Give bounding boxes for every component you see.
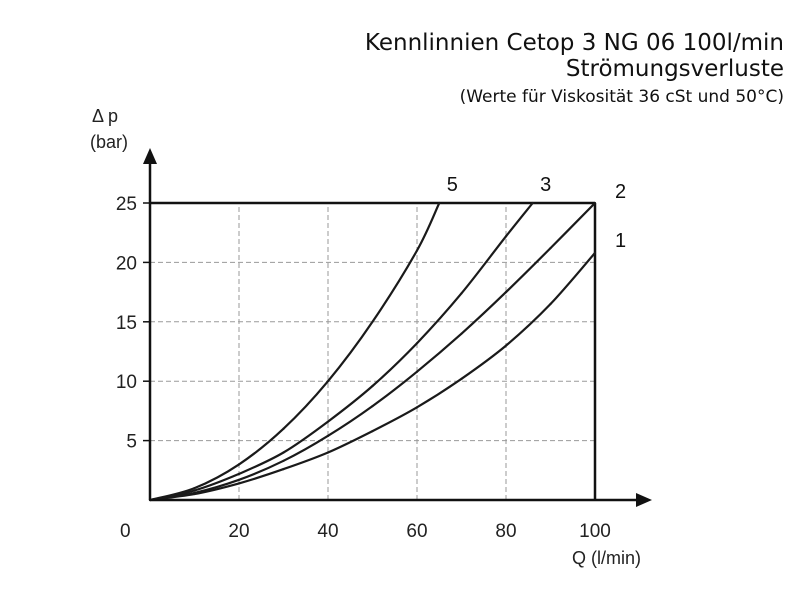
curve-5-point-4 bbox=[326, 380, 330, 383]
curve-3 bbox=[149, 202, 534, 502]
curve-1-point-3 bbox=[282, 468, 285, 471]
x-tick-label-80: 80 bbox=[495, 521, 516, 542]
chart-title-block: Kennlinnien Cetop 3 NG 06 100l/min Ström… bbox=[365, 30, 784, 110]
curve-label-2: 2 bbox=[615, 181, 626, 203]
curve-1-point-4 bbox=[326, 451, 330, 454]
curve-3-point-8 bbox=[504, 235, 508, 238]
curve-label-3: 3 bbox=[540, 174, 551, 196]
curve-3-point-6 bbox=[415, 342, 419, 345]
curve-3-point-4 bbox=[326, 420, 330, 423]
curve-2-point-9 bbox=[549, 247, 552, 250]
curve-1-point-5 bbox=[371, 429, 374, 433]
curve-3-point-9 bbox=[531, 201, 534, 205]
curve-1-point-8 bbox=[504, 344, 508, 347]
curve-2-point-10 bbox=[593, 201, 597, 205]
curve-2-point-2 bbox=[237, 478, 241, 481]
axes bbox=[143, 148, 652, 507]
curve-1-point-10 bbox=[593, 251, 597, 254]
origin-label: 0 bbox=[120, 521, 131, 542]
curve-5-point-3 bbox=[282, 427, 285, 430]
chart-subtitle: Strömungsverluste bbox=[565, 56, 784, 82]
y-tick-label-5: 5 bbox=[126, 432, 137, 453]
curve-2-point-8 bbox=[504, 291, 508, 294]
curve-2 bbox=[149, 202, 596, 502]
curve-label-1: 1 bbox=[615, 230, 626, 252]
curve-1-point-2 bbox=[237, 482, 241, 485]
curve-3-point-5 bbox=[371, 384, 374, 388]
y-axis-label-unit: (bar) bbox=[90, 132, 128, 152]
x-tick-label-40: 40 bbox=[317, 521, 338, 542]
curve-3-point-2 bbox=[237, 472, 241, 475]
y-tick-label-15: 15 bbox=[116, 313, 137, 334]
y-tick-label-10: 10 bbox=[116, 372, 137, 393]
curve-5-point-6 bbox=[415, 249, 419, 252]
curves bbox=[148, 201, 597, 502]
curve-1-point-9 bbox=[549, 302, 552, 306]
curve-3-point-3 bbox=[282, 451, 285, 454]
grid bbox=[143, 202, 595, 500]
curve-3-point-7 bbox=[460, 292, 463, 295]
chart-frame bbox=[150, 201, 597, 500]
chart-title: Kennlinnien Cetop 3 NG 06 100l/min bbox=[364, 30, 784, 56]
curve-5-point-7 bbox=[438, 201, 441, 205]
curve-1-point-1 bbox=[193, 492, 196, 496]
curve-2-point-7 bbox=[460, 332, 463, 335]
curve-3-point-1 bbox=[193, 489, 196, 492]
curve-1-point-6 bbox=[415, 406, 419, 409]
curve-label-5: 5 bbox=[447, 174, 458, 196]
curve-5-point-2 bbox=[237, 463, 241, 466]
x-axis-arrow bbox=[636, 493, 652, 507]
curve-2-point-3 bbox=[282, 459, 285, 462]
y-axis-label-symbol: Δ p bbox=[92, 106, 118, 126]
y-tick-label-20: 20 bbox=[116, 253, 137, 274]
x-axis-label: Q (l/min) bbox=[572, 548, 641, 568]
curve-2-point-5 bbox=[371, 405, 374, 408]
x-tick-label-60: 60 bbox=[406, 521, 427, 542]
curve-5-point-5 bbox=[371, 320, 374, 323]
x-tick-label-20: 20 bbox=[228, 521, 249, 542]
curve-2-point-4 bbox=[326, 434, 330, 437]
curve-5 bbox=[149, 202, 441, 502]
y-tick-label-25: 25 bbox=[116, 194, 137, 215]
y-axis-arrow bbox=[143, 148, 157, 164]
curve-1 bbox=[149, 252, 596, 502]
curve-2-point-6 bbox=[415, 370, 419, 373]
curve-5-point-1 bbox=[193, 487, 196, 490]
curve-1-point-7 bbox=[460, 377, 463, 380]
x-tick-label-100: 100 bbox=[579, 521, 611, 542]
chart-conditions-note: (Werte für Viskosität 36 cSt und 50°C) bbox=[459, 87, 784, 107]
